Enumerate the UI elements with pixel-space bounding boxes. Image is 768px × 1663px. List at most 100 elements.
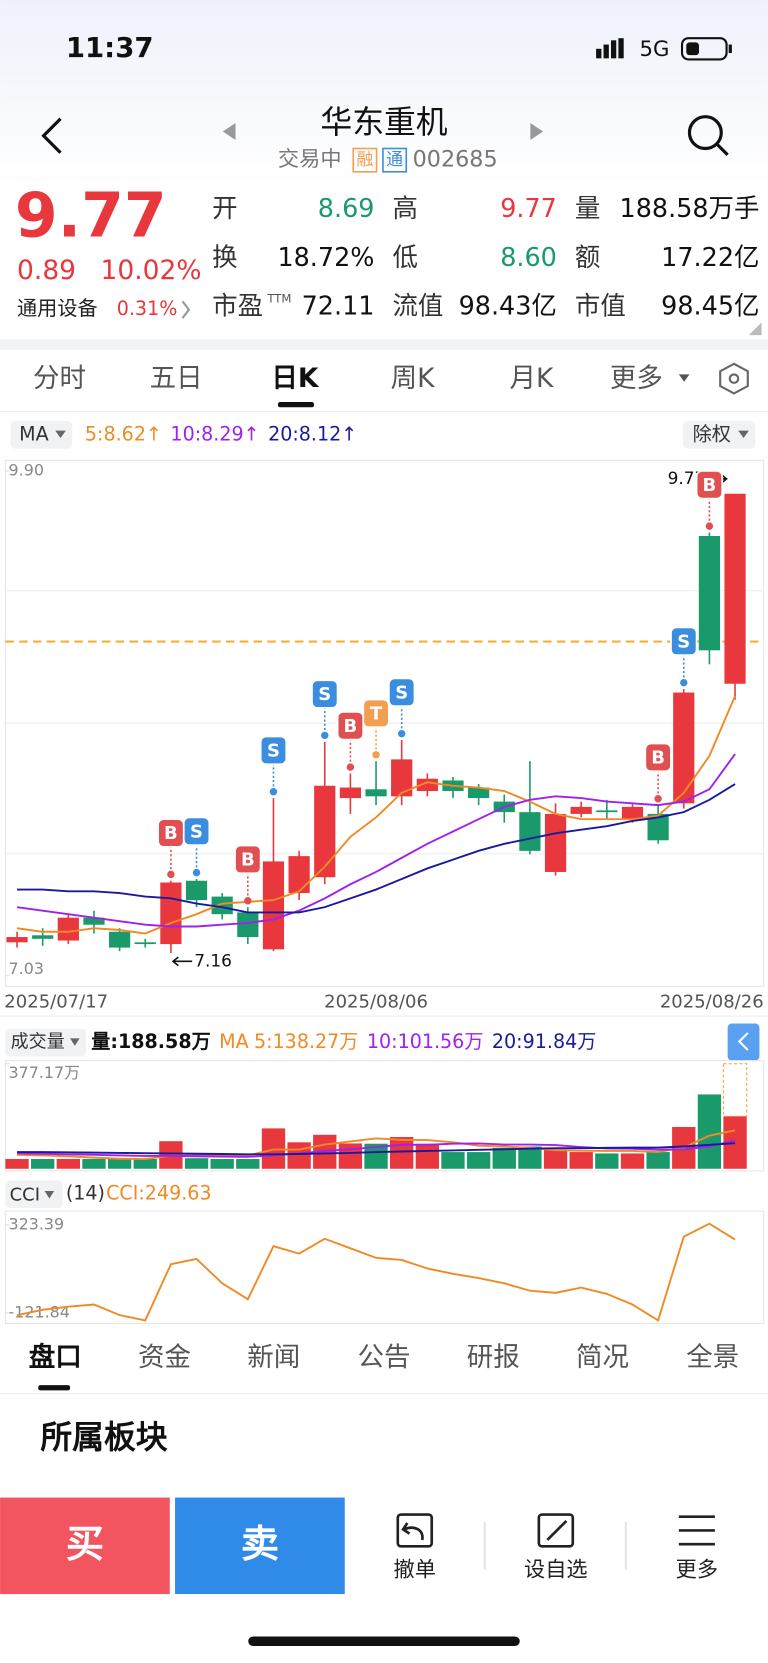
bottom-tab[interactable]: 盘口 (29, 1342, 82, 1373)
time: 11:37 (66, 31, 154, 64)
candle-body (391, 759, 413, 797)
sector: 通用设备 (17, 296, 98, 320)
sell-button[interactable] (175, 1497, 345, 1595)
bottom-tab[interactable]: 全景 (686, 1342, 739, 1373)
low-arrow (171, 956, 193, 967)
trade-dot (346, 763, 355, 771)
volume-title[interactable]: 成交量 (11, 1032, 65, 1053)
trade-marker[interactable] (362, 698, 390, 728)
trade-marker[interactable] (183, 816, 211, 846)
cancel-icon[interactable] (396, 1513, 434, 1548)
adjust-label[interactable]: 除权 (693, 422, 731, 445)
volume-bar (236, 1159, 260, 1169)
field-label: 高 (392, 194, 417, 224)
candle-body (570, 806, 592, 814)
volume-bar (441, 1152, 465, 1169)
bottom-tab[interactable]: 简况 (576, 1342, 629, 1373)
volume-bar (595, 1153, 619, 1169)
tab[interactable]: 月K (509, 363, 554, 394)
more-icon[interactable] (678, 1515, 715, 1546)
volume-bar (82, 1159, 106, 1169)
candle-body (519, 812, 541, 851)
separator (483, 1521, 627, 1570)
trade-marker[interactable] (311, 679, 339, 709)
trade-marker[interactable] (336, 711, 364, 741)
corner-icon (748, 322, 762, 336)
ma-label: MA (219, 1030, 249, 1053)
trade-marker[interactable] (644, 742, 672, 772)
back-button[interactable] (41, 117, 62, 154)
x-tick-label: 2025/07/17 (4, 991, 108, 1012)
volume-bar (415, 1143, 439, 1169)
trade-marker[interactable] (388, 677, 416, 707)
section-title: 所属板块 (40, 1418, 167, 1456)
trade-marker[interactable] (695, 470, 723, 500)
trade-label: B (344, 716, 358, 737)
volume-bar (261, 1128, 286, 1169)
candle-body (6, 937, 28, 943)
tab[interactable]: 五日 (150, 363, 203, 394)
volume-legend: 量:188.58万 (91, 1030, 210, 1053)
volume-bar (364, 1143, 388, 1169)
tab[interactable]: 日K (271, 363, 320, 394)
cci-title[interactable]: CCI (10, 1184, 40, 1205)
low-label: 7.16 (194, 950, 232, 970)
volume-bar (184, 1158, 209, 1169)
bottom-tab[interactable]: 新闻 (247, 1342, 300, 1373)
volume-bar (620, 1153, 645, 1169)
trade-marker[interactable] (234, 844, 262, 874)
cci-selector[interactable] (5, 1180, 63, 1209)
volume-bar (133, 1159, 157, 1169)
ma-selector[interactable] (10, 421, 73, 449)
volume-bar (390, 1137, 414, 1169)
tab[interactable]: 分时 (33, 363, 86, 394)
legend-item: 20:91.84万 (492, 1030, 596, 1053)
candle-body (339, 787, 362, 799)
cci-line (16, 1222, 736, 1322)
volume-bar (210, 1159, 234, 1169)
volume-selector[interactable] (5, 1028, 86, 1057)
bottom-tab[interactable]: 资金 (138, 1342, 191, 1373)
trade-marker[interactable] (259, 735, 287, 765)
change-pct: 10.02% (101, 255, 202, 286)
trade-label: S (190, 821, 203, 842)
battery-icon (680, 37, 732, 61)
bottom-tab[interactable]: 研报 (467, 1342, 520, 1373)
bottom-tab[interactable]: 公告 (358, 1342, 411, 1373)
tag: 融 (356, 149, 373, 169)
trade-dot (269, 788, 278, 796)
tab[interactable]: 周K (391, 363, 436, 394)
tab[interactable]: 更多 (610, 363, 663, 394)
search-button[interactable] (687, 115, 729, 156)
dropdown-icon (55, 430, 66, 439)
cci-param: (14) (66, 1182, 105, 1205)
legend-item: 20:8.12↑ (268, 422, 357, 445)
trade-marker[interactable] (670, 626, 698, 656)
prev-stock[interactable] (222, 123, 236, 140)
volume-bar (31, 1159, 55, 1169)
trade-label: S (677, 631, 690, 652)
watch-icon[interactable] (537, 1513, 575, 1548)
volume-bar (646, 1152, 670, 1169)
ma-label[interactable]: MA (19, 422, 49, 445)
field-value: 18.72% (277, 243, 374, 273)
candle-body (673, 692, 695, 804)
trade-dot (372, 751, 380, 759)
tab-underline (38, 1385, 71, 1391)
buy-button[interactable] (0, 1497, 170, 1595)
next-stock[interactable] (530, 123, 544, 140)
volume-bar (697, 1094, 722, 1169)
legend-item: 5:138.27万 (254, 1030, 358, 1053)
trade-dot (654, 795, 662, 803)
field-value: 8.69 (318, 194, 375, 224)
cancel-label: 撤单 (394, 1558, 436, 1583)
settings-icon[interactable] (719, 362, 749, 395)
dropdown-icon (678, 374, 690, 382)
collapse-button[interactable] (727, 1023, 760, 1061)
volume-ma-line (17, 1129, 736, 1160)
tag: 通 (386, 149, 403, 169)
legend-item: 5:8.62↑ (85, 422, 162, 445)
adjust-selector[interactable] (683, 421, 756, 449)
header-bg (0, 0, 768, 186)
